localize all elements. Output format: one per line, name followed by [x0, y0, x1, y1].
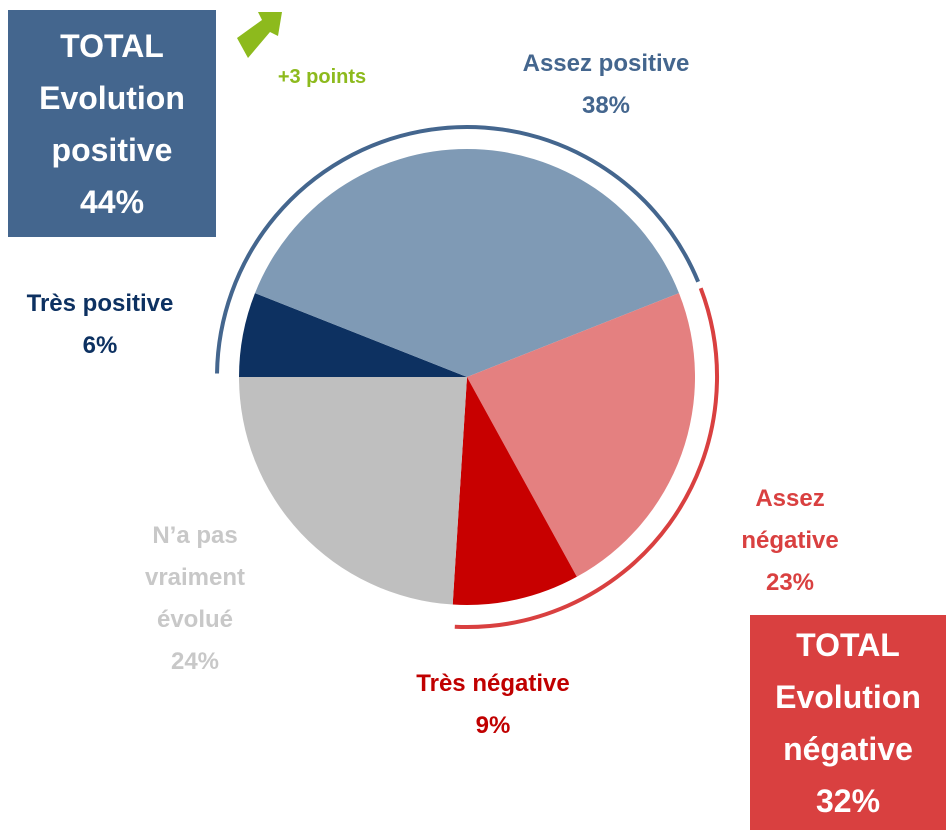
- total-text: TOTAL Evolution positive: [39, 27, 185, 168]
- slice-label: Très négative 9%: [363, 663, 623, 747]
- slice-name: Assez négative: [741, 485, 839, 554]
- pie-slice: [239, 377, 467, 605]
- annotation: +3 points: [277, 66, 367, 88]
- slice-name: Très négative: [416, 670, 570, 697]
- pie-slice: [239, 293, 467, 377]
- pie-slice: [452, 377, 577, 605]
- total-box: TOTAL Evolution positive 44%: [8, 10, 216, 237]
- total-value: 44%: [79, 183, 145, 220]
- slice-value: 23%: [765, 569, 815, 596]
- slice-label: N’a pas vraiment évolué 24%: [120, 515, 270, 683]
- total-text: TOTAL Evolution négative: [775, 626, 921, 767]
- pie-slice: [467, 293, 695, 577]
- slice-value: 38%: [581, 92, 631, 119]
- slice-value: 24%: [170, 648, 220, 675]
- arrow-icon: [237, 12, 282, 58]
- total-arc: [215, 125, 700, 374]
- slice-name: Assez positive: [522, 50, 690, 77]
- slice-label: Assez négative 23%: [715, 478, 865, 604]
- slice-name: N’a pas vraiment évolué: [144, 522, 246, 633]
- total-value: 32%: [815, 782, 881, 819]
- slice-name: Très positive: [26, 290, 174, 317]
- total-arc: [454, 287, 719, 629]
- slice-value: 6%: [82, 332, 118, 359]
- total-box: TOTAL Evolution négative 32%: [750, 615, 946, 830]
- pie-slice: [255, 149, 679, 377]
- slice-label: Très positive 6%: [0, 283, 210, 367]
- slice-label: Assez positive 38%: [476, 43, 736, 127]
- slice-value: 9%: [475, 712, 511, 739]
